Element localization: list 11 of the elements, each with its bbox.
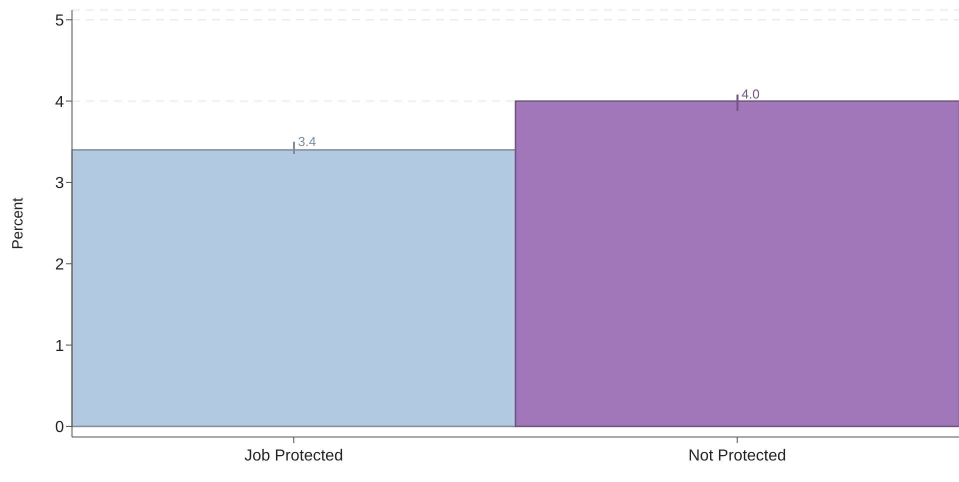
y-tick-label: 2 (55, 256, 64, 274)
y-tick-label: 5 (55, 12, 64, 30)
x-tick-label: Job Protected (244, 447, 344, 464)
y-tick-label: 4 (55, 94, 64, 111)
data-label: 4.0 (742, 86, 760, 102)
y-tick-label: 0 (55, 419, 64, 436)
y-axis-title: Percent (9, 196, 26, 250)
y-tick-label: 1 (55, 338, 64, 355)
data-label: 3.4 (298, 134, 316, 149)
y-tick-label: 3 (55, 175, 64, 192)
x-tick-label: Not Protected (688, 447, 786, 464)
